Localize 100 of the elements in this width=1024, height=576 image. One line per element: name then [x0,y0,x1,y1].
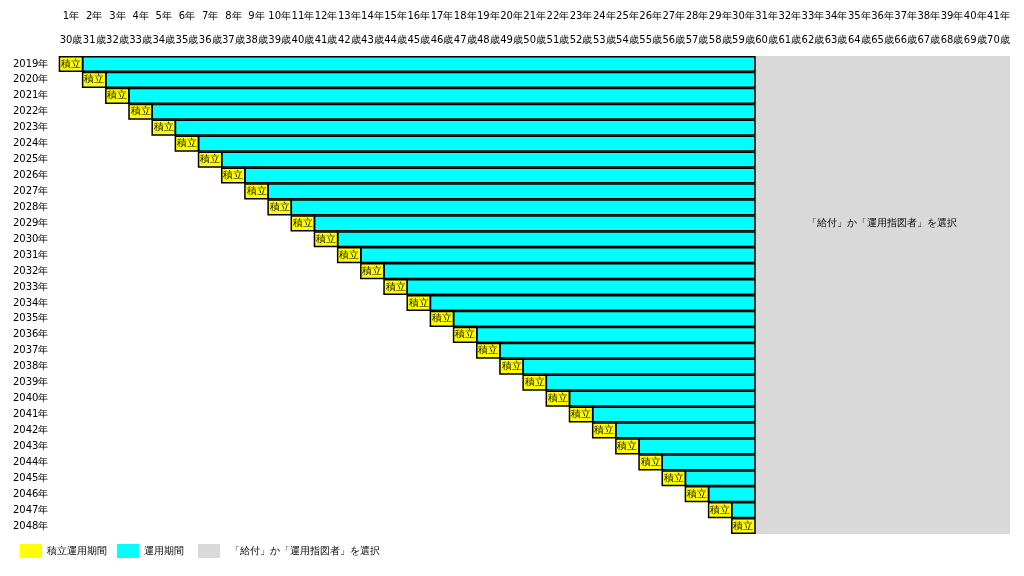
x2-tick-label: 41歳 [314,33,338,45]
data-label: 積立 [246,185,267,197]
x-tick-label: 24年 [592,9,616,21]
x2-tick-label: 62歳 [801,33,825,45]
data-label: 積立 [316,232,337,244]
x2-tick-label: 69歳 [963,33,987,45]
data-label: 積立 [594,424,615,436]
y-tick-label: 2040年 [13,392,49,404]
data-label: 積立 [524,376,545,388]
x-tick-label: 12年 [314,9,338,21]
x-tick-label: 3年 [109,9,126,21]
x2-tick-label: 61歳 [778,33,802,45]
y-tick-label: 2020年 [13,73,49,85]
y-tick-label: 2030年 [13,232,49,244]
x2-tick-label: 68歳 [940,33,964,45]
x2-tick-label: 37歳 [221,33,245,45]
x2-tick-label: 55歳 [639,33,663,45]
data-label: 積立 [733,519,754,531]
x-tick-label: 15年 [384,9,407,21]
x2-tick-label: 70歳 [987,33,1010,45]
x2-tick-label: 43歳 [361,33,384,45]
data-label: 積立 [455,328,476,340]
y-tick-label: 2046年 [13,487,49,499]
data-label: 積立 [571,408,592,420]
x-tick-label: 21年 [523,9,547,21]
x2-tick-label: 44歳 [384,33,407,45]
x-tick-label: 23年 [569,9,593,21]
data-label: 積立 [710,503,731,515]
x-tick-label: 33年 [801,9,825,21]
x-tick-label: 41年 [987,9,1010,21]
x2-tick-label: 67歳 [917,33,941,45]
data-label: 積立 [687,487,708,499]
x2-tick-label: 60歳 [755,33,778,45]
x2-tick-label: 45歳 [407,33,431,45]
y-tick-label: 2026年 [13,169,49,181]
x-tick-label: 1年 [62,9,80,21]
y-tick-label: 2039年 [13,376,49,388]
x-tick-label: 34年 [824,9,848,21]
y-tick-label: 2024年 [13,137,49,149]
x-tick-label: 37年 [894,9,918,21]
x2-tick-label: 64歳 [847,33,871,45]
y-tick-label: 2044年 [13,455,49,467]
x2-tick-label: 30歳 [59,33,83,45]
x-tick-label: 19年 [476,9,500,21]
x-tick-label: 16年 [407,9,431,21]
x-tick-label: 13年 [337,9,361,21]
x-tick-label: 11年 [291,9,315,21]
x-tick-label: 35年 [847,9,871,21]
data-label: 積立 [339,248,360,260]
y-tick-label: 2032年 [13,264,49,276]
x-tick-label: 27年 [662,9,686,21]
data-label: 積立 [362,264,383,276]
y-tick-label: 2037年 [13,344,49,356]
x-tick-label: 40年 [963,9,987,21]
x-tick-label: 5年 [155,9,172,21]
y-tick-label: 2038年 [13,360,49,372]
x-tick-label: 22年 [546,9,570,21]
x-tick-label: 28年 [685,9,709,21]
y-tick-label: 2048年 [13,519,49,531]
x-tick-label: 26年 [639,9,663,21]
data-label: 積立 [107,89,128,101]
x2-tick-label: 48歳 [476,33,500,45]
data-label: 積立 [153,121,174,133]
x2-tick-label: 46歳 [430,33,454,45]
x2-tick-label: 47歳 [453,33,477,45]
y-tick-label: 2025年 [13,153,49,165]
data-label: 積立 [269,200,290,212]
data-label: 積立 [431,312,452,324]
x2-tick-label: 32歳 [106,33,129,45]
legend-label: 運用期間 [144,544,184,556]
y-tick-label: 2021年 [13,89,49,101]
x2-tick-label: 31歳 [82,33,106,45]
data-label: 積立 [223,169,244,181]
x2-tick-label: 36歳 [198,33,222,45]
x-tick-label: 14年 [361,9,384,21]
x-tick-label: 25年 [616,9,639,21]
x-tick-label: 10年 [268,9,292,21]
x2-tick-label: 63歳 [824,33,848,45]
x2-tick-label: 59歳 [732,33,755,45]
data-label: 積立 [547,392,568,404]
data-label: 積立 [640,455,661,467]
y-tick-label: 2043年 [13,439,49,451]
data-label: 積立 [501,360,522,372]
data-label: 積立 [478,344,499,356]
x2-tick-label: 53歳 [592,33,616,45]
x2-tick-label: 65歳 [871,33,894,45]
x-tick-label: 29年 [708,9,732,21]
x2-tick-label: 33歳 [129,33,152,45]
x2-tick-label: 42歳 [337,33,361,45]
y-tick-label: 2034年 [13,296,49,308]
data-label: 積立 [200,153,221,165]
x2-tick-label: 34歳 [152,33,176,45]
y-tick-label: 2041年 [13,408,49,420]
x2-tick-label: 52歳 [569,33,593,45]
x-tick-label: 38年 [917,9,941,21]
x2-tick-label: 57歳 [685,33,709,45]
y-tick-label: 2027年 [13,185,49,197]
x2-tick-label: 66歳 [894,33,918,45]
x2-tick-label: 56歳 [662,33,686,45]
x2-tick-label: 39歳 [268,33,292,45]
